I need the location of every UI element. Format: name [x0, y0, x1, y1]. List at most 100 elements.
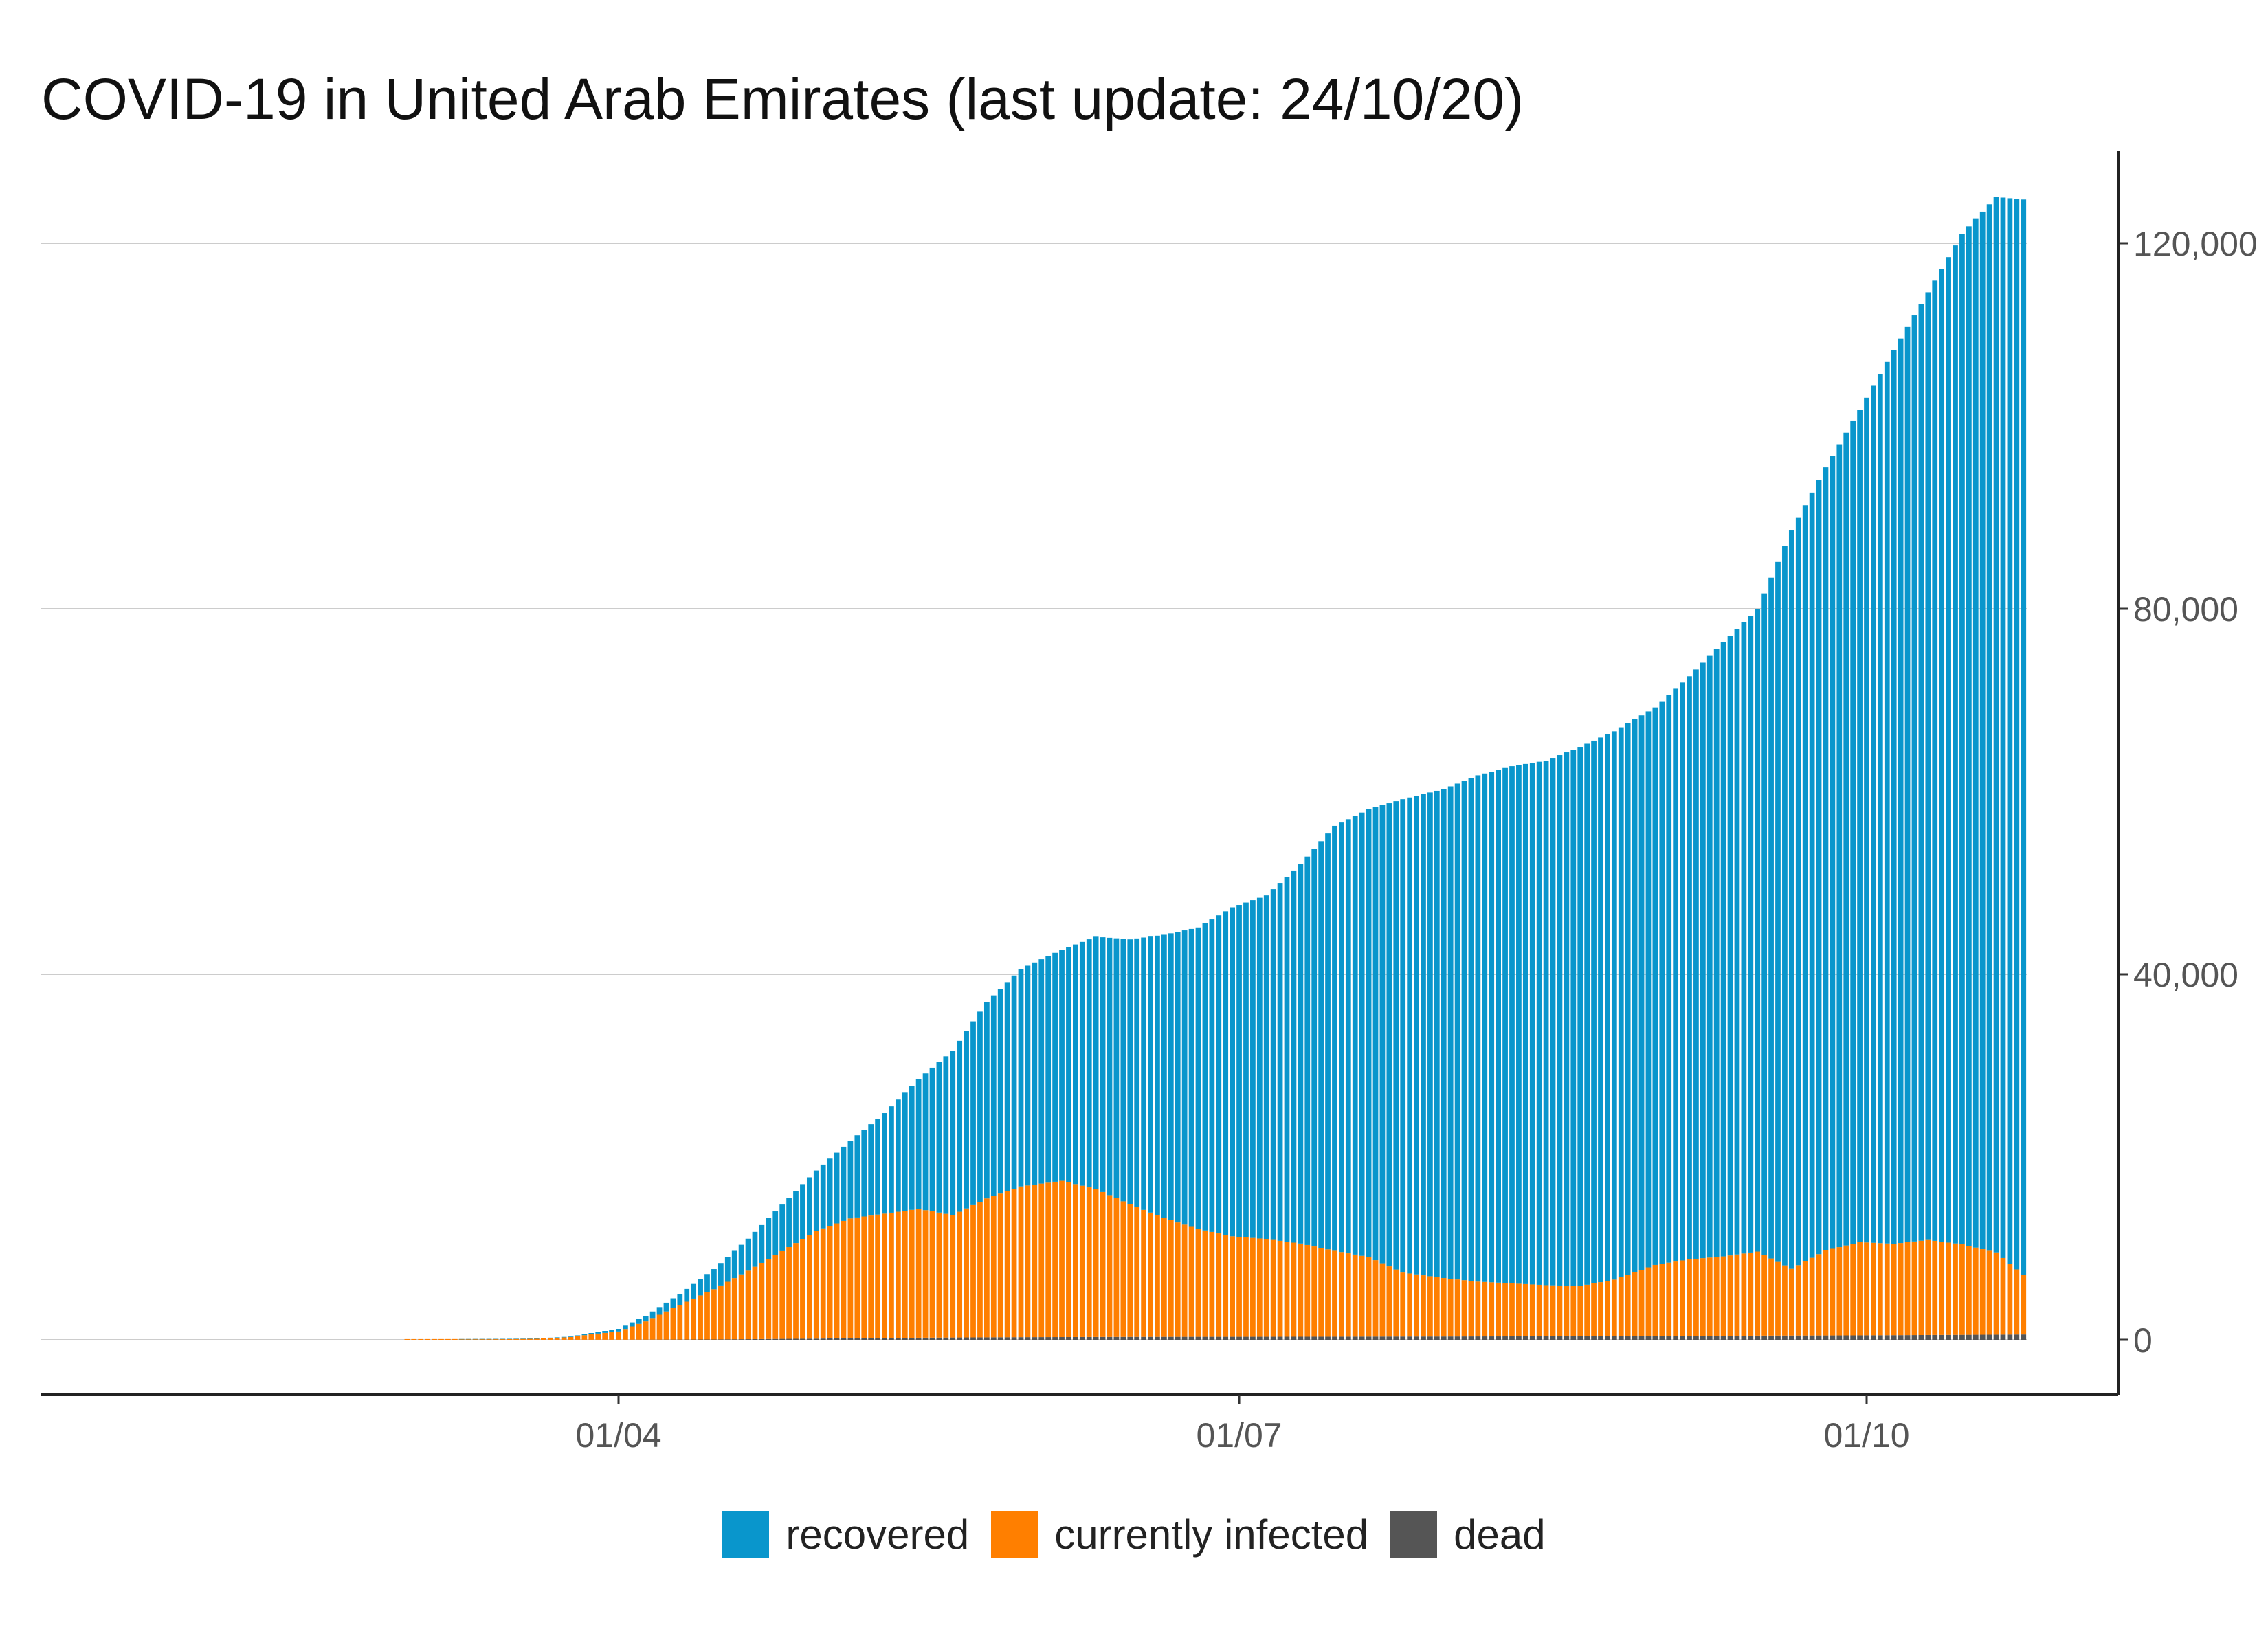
- bar-recovered: [1591, 740, 1597, 1283]
- bar-currently-infected: [588, 1334, 594, 1340]
- bar-dead: [1243, 1336, 1249, 1340]
- bar-dead: [1884, 1335, 1890, 1340]
- bar-recovered: [1775, 561, 1781, 1262]
- bar-dead: [1529, 1336, 1535, 1340]
- bar-currently-infected: [724, 1281, 731, 1340]
- bar-recovered: [1032, 962, 1038, 1185]
- bar-currently-infected: [1932, 1240, 1938, 1335]
- bar-currently-infected: [554, 1337, 560, 1340]
- bar-recovered: [977, 1011, 983, 1202]
- bar-dead: [1972, 1334, 1979, 1340]
- bar-dead: [922, 1337, 929, 1340]
- bar-currently-infected: [929, 1211, 935, 1338]
- bar-currently-infected: [1441, 1278, 1447, 1337]
- bar-recovered: [990, 995, 997, 1196]
- bar-dead: [861, 1338, 867, 1340]
- legend-label-dead: dead: [1454, 1511, 1546, 1558]
- bar-recovered: [1161, 934, 1167, 1218]
- bar-dead: [841, 1338, 847, 1340]
- bar-currently-infected: [990, 1196, 997, 1338]
- bar-currently-infected: [1625, 1275, 1631, 1336]
- bar-recovered: [929, 1067, 935, 1212]
- bar-recovered: [1843, 432, 1849, 1246]
- bar-currently-infected: [1393, 1269, 1399, 1337]
- bar-dead: [943, 1337, 949, 1340]
- bar-recovered: [1393, 801, 1399, 1270]
- bar-currently-infected: [1850, 1244, 1856, 1336]
- bar-recovered: [1277, 883, 1283, 1241]
- bar-recovered: [1652, 707, 1658, 1265]
- bar-currently-infected: [1188, 1226, 1194, 1337]
- bar-currently-infected: [1877, 1243, 1883, 1336]
- bar-currently-infected: [1761, 1255, 1768, 1336]
- bar-currently-infected: [1891, 1244, 1897, 1336]
- bar-currently-infected: [861, 1216, 867, 1338]
- x-tick-label: 01/10: [1823, 1416, 1909, 1455]
- bar-currently-infected: [1059, 1180, 1065, 1338]
- bar-dead: [745, 1339, 751, 1340]
- bar-dead: [1421, 1336, 1426, 1340]
- bar-dead: [1059, 1337, 1065, 1340]
- bar-currently-infected: [704, 1292, 710, 1340]
- bar-currently-infected: [711, 1289, 717, 1340]
- bar-recovered: [1216, 915, 1222, 1234]
- bar-recovered: [1713, 649, 1720, 1257]
- bar-recovered: [875, 1119, 880, 1215]
- bar-currently-infected: [1113, 1198, 1120, 1337]
- bar-dead: [759, 1338, 765, 1340]
- bar-recovered: [1127, 939, 1133, 1204]
- bar-dead: [1352, 1336, 1358, 1340]
- bar-recovered: [677, 1294, 683, 1305]
- bar-dead: [1372, 1336, 1379, 1340]
- bar-currently-infected: [1052, 1181, 1058, 1338]
- bar-recovered: [854, 1135, 860, 1218]
- bar-currently-infected: [643, 1321, 649, 1340]
- bar-currently-infected: [438, 1338, 444, 1340]
- bar-recovered: [1700, 662, 1706, 1259]
- bar-dead: [731, 1339, 737, 1340]
- bar-recovered: [1932, 280, 1938, 1241]
- bar-dead: [779, 1338, 786, 1340]
- bar-recovered: [1100, 937, 1106, 1192]
- bar-currently-infected: [1550, 1285, 1556, 1336]
- bar-currently-infected: [1256, 1238, 1263, 1337]
- bar-dead: [868, 1338, 874, 1340]
- bar-dead: [1216, 1336, 1222, 1340]
- bar-recovered: [1577, 747, 1583, 1286]
- bar-recovered: [1918, 304, 1924, 1241]
- bar-recovered: [1966, 226, 1972, 1246]
- bar-currently-infected: [636, 1323, 642, 1340]
- bar-dead: [2021, 1334, 2027, 1340]
- bar-dead: [990, 1337, 997, 1340]
- bar-currently-infected: [1720, 1256, 1726, 1336]
- bar-recovered: [1836, 444, 1843, 1248]
- bar-currently-infected: [1946, 1242, 1951, 1335]
- bar-recovered: [1748, 616, 1754, 1253]
- bar-currently-infected: [1168, 1220, 1174, 1337]
- bar-recovered: [1741, 622, 1747, 1254]
- bar-currently-infected: [1898, 1243, 1904, 1336]
- bar-recovered: [1509, 766, 1515, 1283]
- bar-currently-infected: [813, 1231, 819, 1339]
- bar-dead: [854, 1338, 860, 1340]
- bar-recovered: [1025, 965, 1031, 1186]
- bar-currently-infected: [568, 1336, 574, 1340]
- bar-dead: [1864, 1335, 1869, 1340]
- bar-dead: [1325, 1336, 1331, 1340]
- bar-dead: [1393, 1336, 1399, 1340]
- bar-currently-infected: [540, 1338, 546, 1340]
- bar-recovered: [1168, 933, 1174, 1220]
- bar-currently-infected: [1611, 1279, 1617, 1336]
- bar-dead: [1427, 1336, 1433, 1340]
- bar-currently-infected: [1666, 1262, 1672, 1336]
- bar-currently-infected: [1823, 1250, 1829, 1336]
- bar-currently-infected: [595, 1333, 601, 1340]
- bar-currently-infected: [418, 1338, 424, 1340]
- bar-currently-infected: [936, 1212, 942, 1338]
- bar-currently-infected: [425, 1338, 431, 1340]
- bar-currently-infected: [718, 1285, 724, 1340]
- bar-currently-infected: [786, 1247, 792, 1339]
- bar-dead: [1577, 1336, 1583, 1340]
- bar-dead: [1107, 1336, 1113, 1340]
- bar-recovered: [684, 1288, 690, 1302]
